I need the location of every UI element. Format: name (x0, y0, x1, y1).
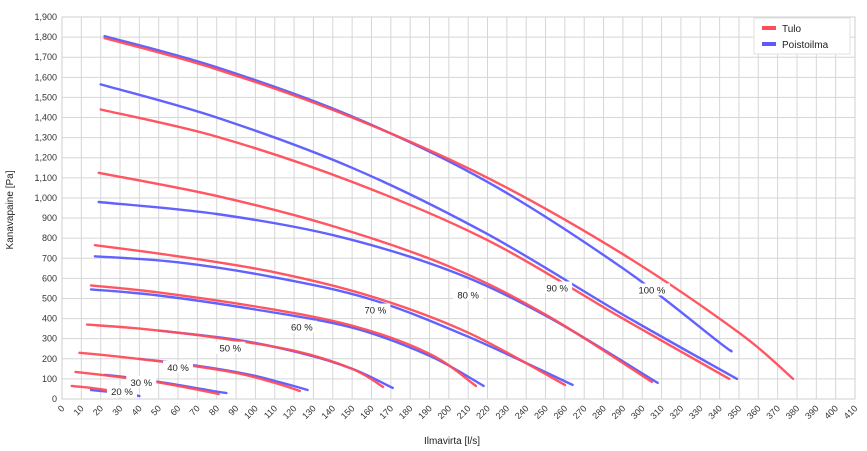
curve-label-20: 20 % (106, 385, 137, 398)
x-tick-label: 0 (56, 403, 67, 414)
tulo-curve-60 (89, 284, 478, 388)
curve-label-90: 90 % (542, 281, 573, 294)
tulo-curve-40 (78, 351, 302, 393)
tulo-curve-90 (99, 108, 731, 381)
y-tick-label: 1,700 (34, 52, 57, 62)
y-axis-ticks: 0 100 200 300 400 500 600 700 800 900 1,000 1,100 1,… (34, 12, 57, 404)
curve-label-text: 90 % (546, 283, 568, 294)
curve-label-background (542, 281, 573, 294)
y-axis-title: Kanavapaine [Pa] (5, 170, 16, 249)
y-tick-label: 800 (42, 233, 57, 243)
y-tick-label: 1,900 (34, 12, 57, 22)
y-tick-label: 500 (42, 293, 57, 303)
curve-label-text: 50 % (219, 344, 241, 355)
poistoilma-curve-100 (103, 34, 733, 353)
y-tick-label: 700 (42, 253, 57, 263)
curve-label-text: 100 % (638, 285, 665, 296)
x-axis-title: Ilmavirta [l/s] (424, 436, 480, 447)
curve-label-text: 80 % (457, 290, 479, 301)
legend-swatch-poistoilma (762, 42, 776, 46)
curve-label-text: 70 % (365, 306, 387, 317)
tulo-curve-50 (85, 323, 385, 389)
legend-label-poistoilma: Poistoilma (782, 40, 829, 51)
curve-label-background (286, 320, 317, 333)
y-tick-label: 200 (42, 354, 57, 364)
curve-label-80: 80 % (453, 288, 484, 301)
y-tick-label: 100 (42, 374, 57, 384)
curve-label-background (163, 360, 194, 373)
curve-labels: 20 %30 % 40 % 50 % 60 % 70 % 80 % 90 % 100 % (106, 281, 670, 398)
plot-border (61, 16, 856, 400)
y-tick-label: 1,200 (34, 153, 57, 163)
legend-label-tulo: Tulo (782, 24, 802, 35)
y-tick-label: 1,600 (34, 72, 57, 82)
curve-label-70: 70 % (360, 303, 391, 317)
curve-label-background (215, 341, 246, 354)
tulo-curve-70 (93, 244, 567, 387)
y-tick-label: 1,000 (34, 193, 57, 203)
curve-label-100: 100 % (633, 283, 670, 296)
y-tick-label: 1,800 (34, 32, 57, 42)
y-tick-label: 1,500 (34, 92, 57, 102)
curve-label-text: 30 % (130, 378, 152, 389)
curve-label-text: 40 % (167, 363, 189, 374)
poistoilma-curve-60 (89, 288, 485, 388)
tulo-curve-80 (97, 171, 654, 384)
legend-swatch-tulo (762, 26, 776, 30)
y-tick-label: 1,400 (34, 113, 57, 123)
legend: Tulo Poistoilma (753, 17, 851, 55)
plot-area (70, 34, 795, 398)
legend-box (753, 17, 851, 55)
y-tick-label: 1,100 (34, 173, 57, 183)
curve-label-background (453, 288, 484, 301)
curve-label-background (633, 283, 670, 296)
poistoilma-curve-90 (99, 83, 739, 381)
curve-label-30: 30 % (126, 375, 157, 389)
curve-label-text: 20 % (111, 387, 133, 398)
y-tick-label: 400 (42, 314, 57, 324)
curve-label-background (360, 303, 391, 316)
curve-label-50: 50 % (215, 341, 246, 355)
y-tick-label: 300 (42, 334, 57, 344)
curve-label-60: 60 % (286, 320, 317, 334)
y-tick-label: 0 (52, 394, 57, 404)
curve-label-text: 60 % (291, 323, 313, 334)
y-tick-label: 900 (42, 213, 57, 223)
curve-label-40: 40 % (163, 360, 194, 374)
y-tick-label: 1,300 (34, 133, 57, 143)
y-tick-label: 600 (42, 273, 57, 283)
curve-label-background (106, 385, 137, 398)
curve-label-background (126, 375, 157, 388)
tulo-curve-100 (103, 36, 795, 381)
poistoilma-curve-70 (93, 255, 574, 387)
